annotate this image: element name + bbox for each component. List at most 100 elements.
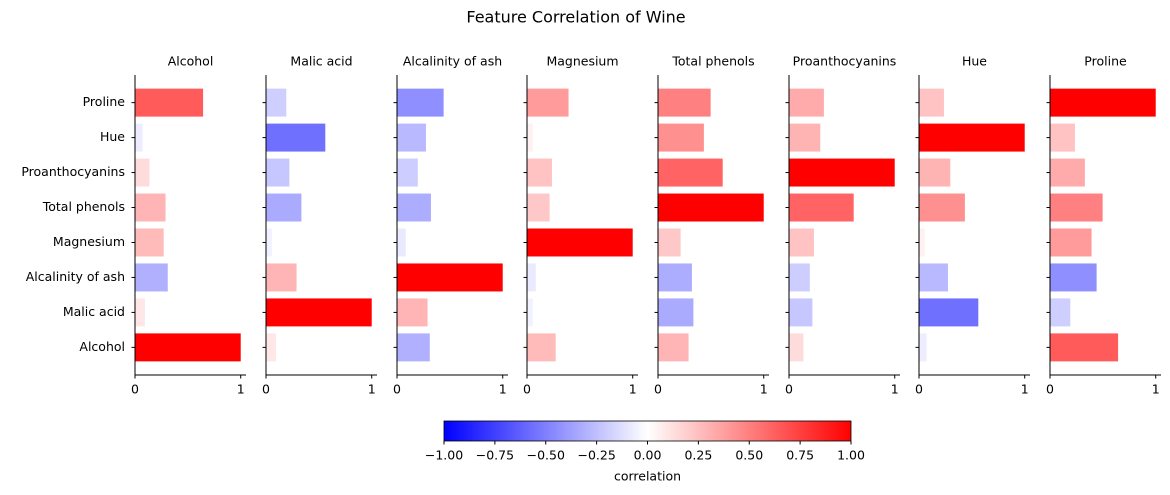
- bar: [266, 158, 290, 187]
- bar: [789, 123, 821, 152]
- bar: [919, 123, 1025, 152]
- x-tick-label: −0.75: [476, 448, 514, 463]
- bar: [1050, 263, 1097, 292]
- bar: [1050, 333, 1119, 362]
- bar: [135, 158, 150, 187]
- panel-title: Alcalinity of ash: [403, 54, 502, 69]
- bar: [135, 228, 164, 257]
- bar: [135, 88, 204, 117]
- bar: [397, 263, 503, 292]
- bar: [658, 158, 723, 187]
- y-tick-label: Alcalinity of ash: [26, 269, 125, 284]
- bar: [397, 228, 406, 257]
- bar: [919, 333, 927, 362]
- bar: [135, 333, 241, 362]
- panel-title: Hue: [962, 54, 987, 69]
- colorbar: [443, 420, 852, 442]
- x-tick-label: 0: [262, 382, 270, 397]
- x-tick-label: 0.50: [735, 448, 763, 463]
- bar: [266, 88, 287, 117]
- x-tick-label: −0.50: [527, 448, 565, 463]
- panel-title: Proanthocyanins: [793, 54, 897, 69]
- bar: [658, 88, 711, 117]
- bar: [527, 123, 533, 152]
- x-tick-label: −1.00: [425, 448, 463, 463]
- bar: [919, 158, 951, 187]
- bar: [527, 88, 569, 117]
- x-tick-label: 0: [785, 382, 793, 397]
- x-tick-label: 0: [131, 382, 139, 397]
- bar: [789, 158, 895, 187]
- bar: [658, 298, 694, 327]
- bar: [1050, 228, 1092, 257]
- bar: [397, 193, 431, 222]
- x-tick-label: 0: [393, 382, 401, 397]
- bar: [397, 123, 426, 152]
- bar: [266, 298, 372, 327]
- x-tick-label: 0.00: [634, 448, 662, 463]
- bar: [397, 333, 430, 362]
- bar: [658, 263, 692, 292]
- x-tick-label: 0: [654, 382, 662, 397]
- bar: [789, 263, 810, 292]
- bar: [135, 263, 168, 292]
- bar: [1050, 193, 1103, 222]
- x-tick-label: 0: [1046, 382, 1054, 397]
- x-tick-label: 1: [629, 382, 637, 397]
- bar: [266, 263, 297, 292]
- bar: [266, 193, 302, 222]
- y-tick-label: Hue: [100, 129, 125, 144]
- y-tick-label: Malic acid: [63, 304, 125, 319]
- bar: [919, 193, 965, 222]
- bar: [135, 123, 143, 152]
- bar: [397, 88, 444, 117]
- bar: [1050, 88, 1156, 117]
- bar: [789, 228, 814, 257]
- bar: [1050, 123, 1075, 152]
- y-tick-label: Magnesium: [53, 234, 125, 249]
- chart-title: Feature Correlation of Wine: [466, 8, 685, 27]
- x-tick-label: 1: [368, 382, 376, 397]
- x-tick-label: 1: [1021, 382, 1029, 397]
- bar: [919, 228, 925, 257]
- panel-title: Magnesium: [546, 54, 618, 69]
- x-tick-label: 1: [499, 382, 507, 397]
- x-tick-label: 0: [915, 382, 923, 397]
- bar: [919, 263, 948, 292]
- y-tick-label: Proanthocyanins: [21, 164, 125, 179]
- y-tick-label: Total phenols: [42, 199, 125, 214]
- panel-title: Alcohol: [168, 54, 214, 69]
- y-tick-label: Alcohol: [79, 339, 125, 354]
- bar: [1050, 158, 1085, 187]
- x-tick-label: 1: [891, 382, 899, 397]
- panel-title: Malic acid: [290, 54, 352, 69]
- bar: [919, 88, 944, 117]
- bar: [266, 333, 276, 362]
- bar: [789, 333, 804, 362]
- bar: [266, 228, 272, 257]
- panel-title: Total phenols: [671, 54, 754, 69]
- bar: [1050, 298, 1071, 327]
- bar: [527, 333, 556, 362]
- bar: [789, 88, 824, 117]
- x-tick-label: 0: [523, 382, 531, 397]
- bar: [658, 333, 689, 362]
- x-tick-label: 0.75: [786, 448, 814, 463]
- x-tick-label: 1: [760, 382, 768, 397]
- bar: [135, 193, 166, 222]
- bar: [658, 228, 681, 257]
- bar: [658, 193, 764, 222]
- bar: [658, 123, 704, 152]
- x-tick-label: 1: [1152, 382, 1160, 397]
- bar: [527, 158, 552, 187]
- bar: [527, 228, 633, 257]
- bar: [789, 298, 813, 327]
- bar: [266, 123, 326, 152]
- x-tick-label: 1.00: [837, 448, 865, 463]
- x-tick-label: 1: [237, 382, 245, 397]
- bar: [397, 158, 418, 187]
- bar: [527, 298, 533, 327]
- bar: [919, 298, 979, 327]
- x-tick-label: 0.25: [684, 448, 712, 463]
